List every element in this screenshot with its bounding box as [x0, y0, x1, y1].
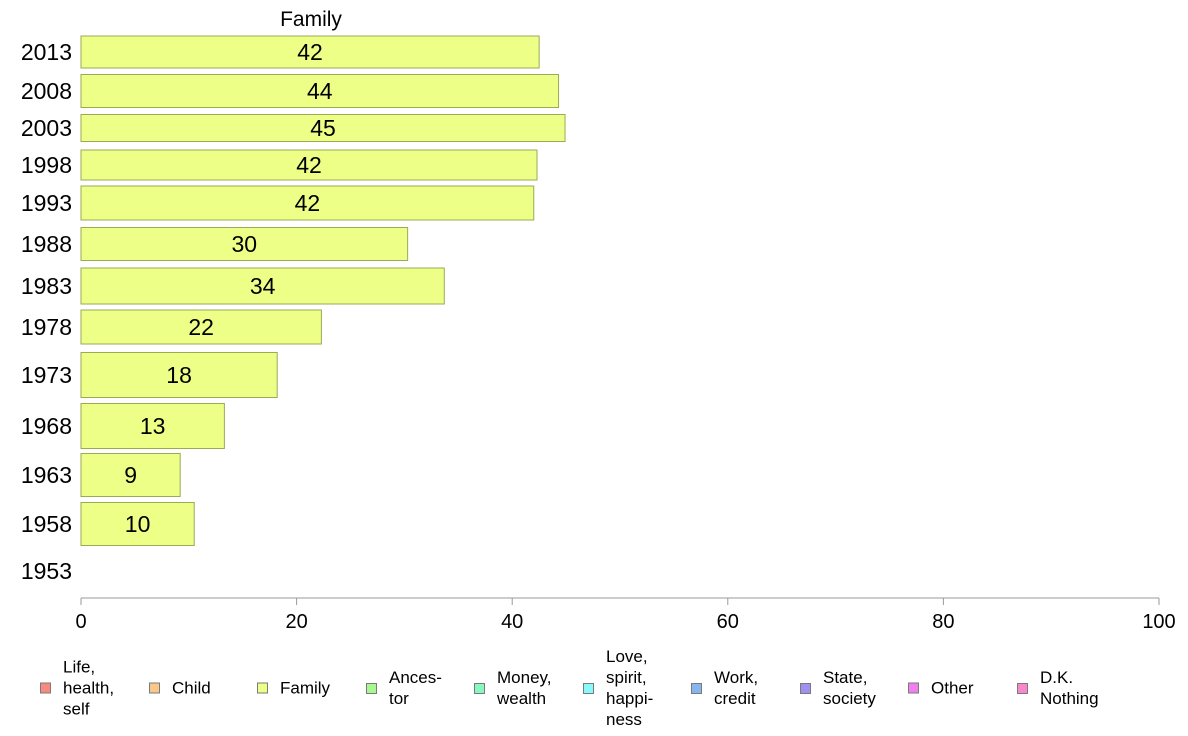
bar-value-label: 22	[188, 314, 214, 340]
y-tick-label: 1988	[21, 231, 72, 257]
legend-item: Love, spirit, happi- ness	[583, 646, 653, 730]
y-tick-label: 2003	[21, 115, 72, 141]
y-tick-label: 1993	[21, 190, 72, 216]
legend: Life, health, self Child Family Ances- t…	[0, 644, 1188, 736]
bar	[80, 35, 540, 69]
legend-label: Love, spirit, happi- ness	[606, 647, 654, 729]
bar	[80, 185, 535, 221]
y-tick-label: 1998	[21, 152, 72, 178]
y-tick-label: 1973	[21, 362, 72, 388]
bar	[80, 352, 278, 398]
bar	[80, 267, 445, 305]
bar	[80, 309, 322, 345]
legend-label: Other	[931, 678, 974, 698]
x-tick-label: 40	[501, 611, 523, 633]
bar	[80, 453, 181, 497]
bar-value-label: 42	[295, 190, 321, 216]
bar	[80, 502, 195, 546]
legend-label: D.K. Nothing	[1040, 668, 1099, 708]
x-tick-label: 100	[1142, 611, 1175, 633]
legend-item: Child	[149, 678, 211, 699]
x-axis: 0 20 40 60 80 100	[75, 597, 1176, 633]
legend-swatch	[257, 682, 268, 694]
legend-item: Ances- tor	[366, 667, 442, 709]
bar	[80, 74, 560, 108]
bar	[80, 227, 409, 261]
y-tick-label: 1968	[21, 413, 72, 439]
bar	[80, 149, 538, 181]
legend-item: Money, wealth	[474, 667, 552, 709]
bar-value-label: 10	[125, 511, 151, 537]
legend-label: Ances- tor	[389, 668, 442, 708]
legend-label: State, society	[823, 668, 876, 708]
legend-item: Family	[257, 678, 330, 699]
y-tick-label: 1983	[21, 273, 72, 299]
bar-value-label: 9	[124, 462, 137, 488]
y-tick-label: 1963	[21, 462, 72, 488]
x-tick-label: 0	[75, 611, 86, 633]
y-axis-labels: 2013 2008 2003 1998 1993 1988 1983 1978 1973 1968…	[21, 39, 72, 584]
bar-value-label: 44	[307, 78, 333, 104]
legend-item: D.K. Nothing	[1017, 667, 1099, 709]
bar	[80, 114, 566, 142]
y-tick-label: 2013	[21, 39, 72, 65]
bar-value-label: 13	[140, 413, 166, 439]
x-tick-label: 60	[717, 611, 739, 633]
legend-label: Work, credit	[714, 668, 759, 708]
chart-title: Family	[280, 8, 342, 31]
legend-item: Life, health, self	[40, 657, 114, 720]
legend-item: Work, credit	[691, 667, 758, 709]
bar-value-label: 42	[296, 152, 322, 178]
legend-swatch	[40, 682, 51, 694]
legend-swatch	[583, 682, 594, 694]
bar-value-label: 42	[297, 39, 323, 65]
legend-label: Money, wealth	[497, 668, 552, 708]
bar-value-label: 30	[232, 231, 258, 257]
legend-swatch	[149, 682, 160, 694]
bar-value-label: 18	[166, 362, 192, 388]
legend-swatch	[366, 682, 377, 694]
x-tick-label: 20	[285, 611, 307, 633]
y-tick-label: 1958	[21, 511, 72, 537]
y-tick-label: 2008	[21, 78, 72, 104]
legend-swatch	[1017, 682, 1028, 694]
y-tick-label: 1953	[21, 558, 72, 584]
legend-swatch	[691, 682, 702, 694]
x-tick-label: 80	[932, 611, 954, 633]
bar-value-label: 45	[310, 115, 336, 141]
legend-item: State, society	[800, 667, 876, 709]
legend-item: Other	[908, 678, 974, 699]
legend-label: Life, health, self	[63, 657, 115, 719]
bar	[80, 403, 225, 449]
bar-value-label: 34	[250, 273, 276, 299]
legend-swatch	[908, 682, 919, 694]
legend-swatch	[800, 682, 811, 694]
legend-label: Family	[280, 678, 331, 698]
y-tick-label: 1978	[21, 314, 72, 340]
legend-swatch	[474, 682, 485, 694]
legend-label: Child	[172, 678, 211, 698]
